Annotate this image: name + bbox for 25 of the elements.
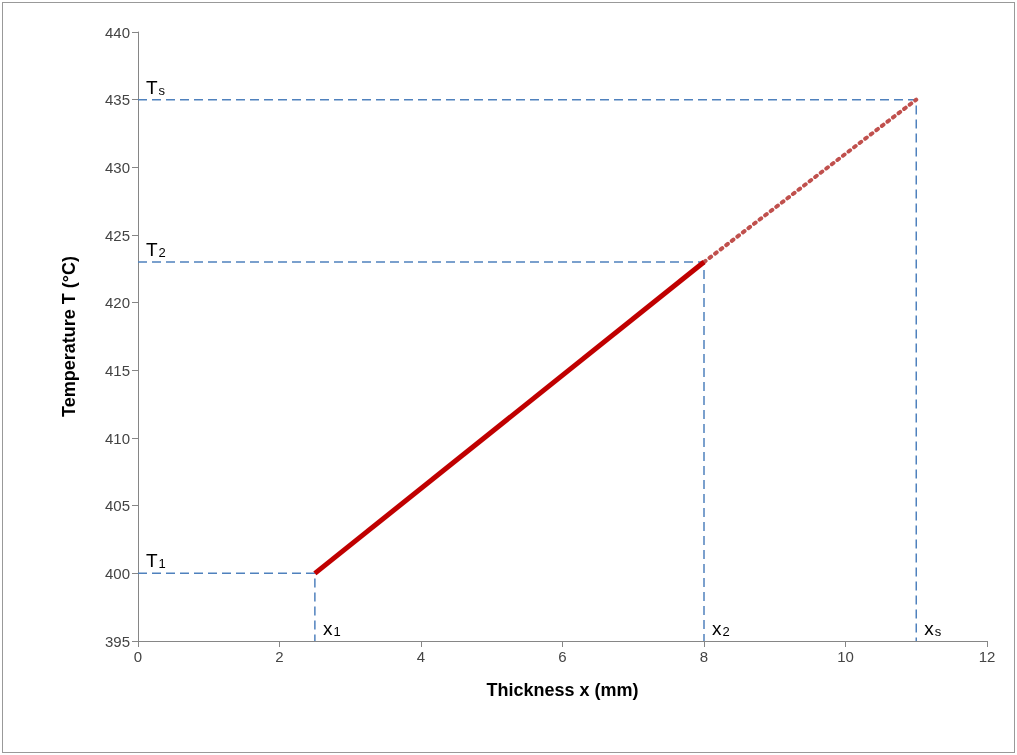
- x-tick-label: 4: [416, 648, 426, 665]
- y-tick-label: 440: [104, 23, 130, 41]
- y-tick-label: 395: [104, 632, 130, 650]
- y-tick-label: 430: [104, 158, 130, 176]
- annotation: xs: [924, 618, 942, 639]
- x-tick-label: 12: [978, 648, 996, 665]
- x-tick-label: 0: [133, 648, 143, 665]
- y-tick-label: 420: [104, 294, 130, 312]
- x-tick-label: 6: [558, 648, 567, 665]
- x-tick-label: 10: [837, 648, 854, 665]
- annotation: T2: [146, 239, 166, 261]
- annotation: Ts: [146, 76, 166, 98]
- y-tick-label: 400: [104, 564, 130, 582]
- annotation: x1: [322, 618, 341, 639]
- y-tick-label: 415: [104, 361, 130, 379]
- y-tick-label: 410: [104, 429, 130, 447]
- annotation: x2: [712, 618, 730, 639]
- annotation: T1: [146, 550, 166, 572]
- y-tick-label: 405: [104, 497, 130, 515]
- y-axis-title: Temperature T (°C): [59, 256, 79, 417]
- x-tick-label: 2: [275, 648, 284, 665]
- y-tick-label: 425: [104, 226, 130, 244]
- x-tick-label: 8: [699, 648, 709, 665]
- x-axis-title: Thickness x (mm): [486, 680, 639, 700]
- y-tick-label: 435: [104, 91, 130, 109]
